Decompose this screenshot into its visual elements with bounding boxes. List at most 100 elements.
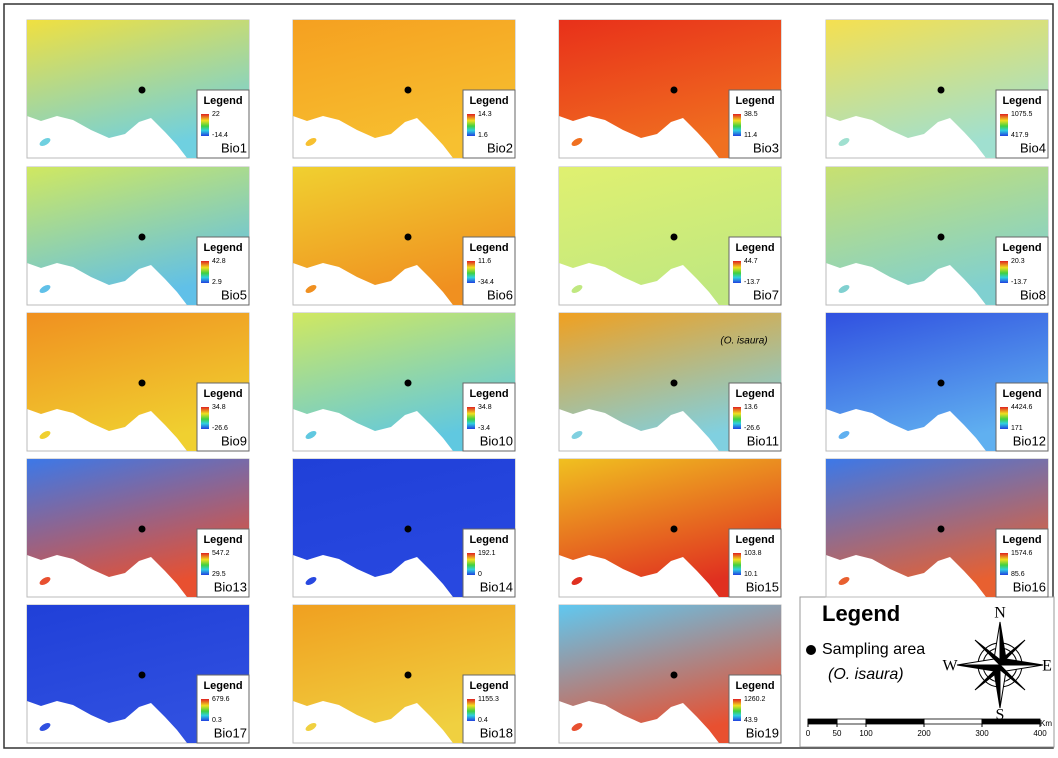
legend-min: -3.4 <box>478 425 490 432</box>
legend-max: 34.8 <box>478 404 492 411</box>
panel-name: Bio12 <box>1013 433 1046 448</box>
legend-label: Legend <box>203 95 242 107</box>
legend-box <box>995 382 1049 452</box>
sampling-point <box>138 671 146 679</box>
legend-min: -26.6 <box>212 425 228 432</box>
compass-s: S <box>996 707 1005 724</box>
land <box>559 167 781 305</box>
sampling-point <box>670 86 678 94</box>
legend-min: 417.9 <box>1011 132 1029 139</box>
legend-min: -34.4 <box>478 279 494 286</box>
island <box>305 431 317 439</box>
sampling-point <box>937 86 945 94</box>
legend-max: 20.3 <box>1011 258 1025 265</box>
legend-max: 22 <box>212 111 220 118</box>
compass <box>956 621 1044 709</box>
legend-label: Legend <box>735 95 774 107</box>
scale-label: 50 <box>833 729 842 738</box>
legend-min: 2.9 <box>212 279 222 286</box>
legend-max: 4424.6 <box>1011 404 1033 411</box>
color-ramp <box>201 114 209 136</box>
land <box>27 167 249 305</box>
legend-label: Legend <box>1002 388 1041 400</box>
sampling-point <box>937 233 945 241</box>
panel-name: Bio13 <box>214 579 247 594</box>
legend-label: Legend <box>469 242 508 254</box>
legend-min: 85.6 <box>1011 571 1025 578</box>
legend-label: Legend <box>735 242 774 254</box>
color-ramp <box>467 407 475 429</box>
color-ramp <box>201 699 209 721</box>
legend-min: 171 <box>1011 425 1023 432</box>
panel-name: Bio19 <box>746 725 779 740</box>
panel-name: Bio17 <box>214 725 247 740</box>
panel-name: Bio9 <box>221 433 247 448</box>
legend-title: Legend <box>822 601 900 626</box>
legend-max: 679.6 <box>212 696 230 703</box>
legend-label: Legend <box>203 534 242 546</box>
scale-label: 100 <box>859 729 873 738</box>
legend-min: 11.4 <box>744 132 757 139</box>
color-ramp <box>733 699 741 721</box>
sampling-point <box>937 525 945 533</box>
legend-min: -14.4 <box>212 132 228 139</box>
scale-segment <box>865 718 925 725</box>
land <box>826 313 1048 451</box>
island <box>305 285 317 293</box>
land <box>826 459 1048 597</box>
legend-min: 0 <box>478 571 482 578</box>
panel-name: Bio15 <box>746 579 779 594</box>
legend-max: 42.8 <box>212 258 226 265</box>
legend-label: Legend <box>469 680 508 692</box>
panel-name: Bio10 <box>480 433 513 448</box>
sampling-point <box>138 233 146 241</box>
land <box>559 313 781 451</box>
sampling-point <box>138 86 146 94</box>
legend-label: Legend <box>735 534 774 546</box>
panel-name: Bio18 <box>480 725 513 740</box>
color-ramp <box>733 261 741 283</box>
panel-name: Bio1 <box>221 140 247 155</box>
legend-label: Legend <box>1002 534 1041 546</box>
panel-name: Bio3 <box>753 140 779 155</box>
sampling-point <box>670 525 678 533</box>
legend-label: Legend <box>203 680 242 692</box>
legend-min: -26.6 <box>744 425 760 432</box>
island <box>39 285 51 293</box>
legend-label: Legend <box>1002 95 1041 107</box>
legend-label: Legend <box>735 680 774 692</box>
legend-max: 14.3 <box>478 111 492 118</box>
legend-max: 13.6 <box>744 404 758 411</box>
color-ramp <box>467 553 475 575</box>
island <box>39 723 51 731</box>
scale-unit: Km <box>1040 719 1052 728</box>
legend-min: 43.9 <box>744 717 758 724</box>
land <box>27 20 249 158</box>
compass-e: E <box>1042 658 1052 675</box>
land <box>293 20 515 158</box>
color-ramp <box>467 261 475 283</box>
legend-max: 44.7 <box>744 258 758 265</box>
legend-min: 0.4 <box>478 717 488 724</box>
color-ramp <box>467 699 475 721</box>
sampling-point <box>404 525 412 533</box>
legend-max: 192.1 <box>478 550 496 557</box>
legend-max: 1260.2 <box>744 696 766 703</box>
island <box>571 431 583 439</box>
land <box>826 20 1048 158</box>
island <box>571 723 583 731</box>
